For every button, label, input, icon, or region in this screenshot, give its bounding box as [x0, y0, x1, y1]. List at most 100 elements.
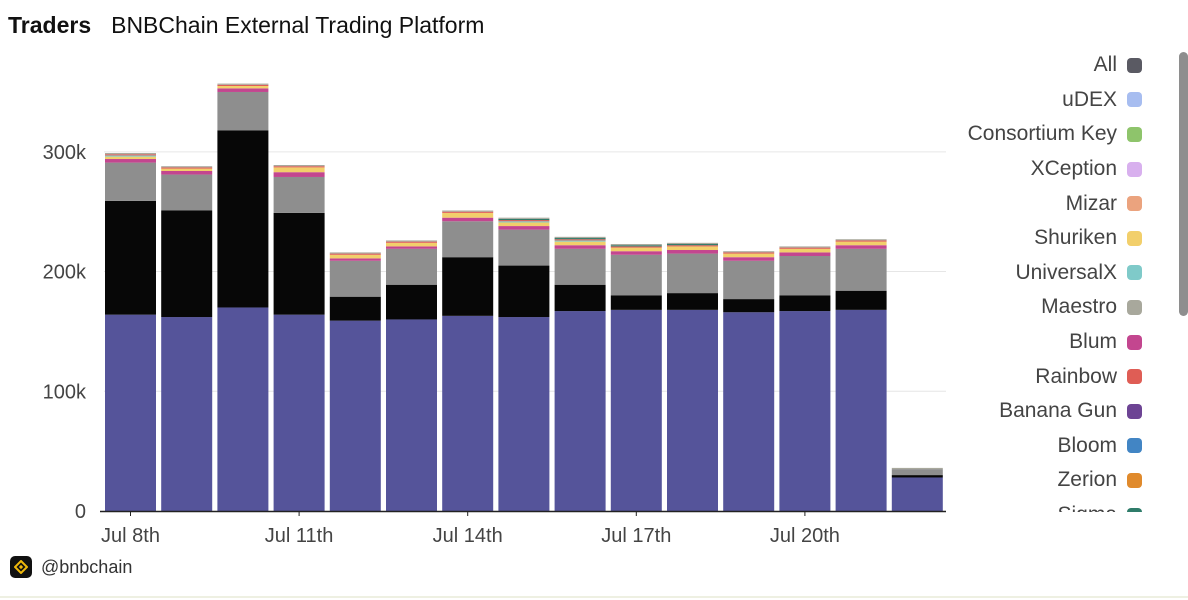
legend-item[interactable]: Sigma	[882, 498, 1142, 512]
bar-segment	[835, 245, 887, 249]
bar-segment	[779, 248, 831, 253]
legend-swatch	[1127, 265, 1142, 281]
bar-segment	[217, 307, 269, 511]
legend-item[interactable]: UniversalX	[882, 256, 1142, 291]
legend-swatch	[1127, 369, 1142, 385]
bar-segment	[442, 211, 494, 213]
legend-item[interactable]: Mizar	[882, 186, 1142, 221]
bar-segment	[667, 244, 718, 246]
legend-item[interactable]: uDEX	[882, 83, 1142, 118]
legend-label: XCeption	[1030, 157, 1117, 181]
bar-segment	[161, 174, 213, 211]
bnb-chain-logo-icon	[10, 556, 32, 578]
legend-swatch	[1127, 230, 1142, 246]
bar-segment	[161, 166, 213, 168]
legend-item[interactable]: Zerion	[882, 463, 1142, 498]
bar-segment	[273, 172, 325, 177]
legend-item[interactable]: Maestro	[882, 290, 1142, 325]
bar-segment	[498, 222, 550, 227]
bar-segment	[329, 320, 381, 511]
bar-segment	[273, 212, 325, 315]
x-tick-label: Jul 8th	[101, 525, 160, 547]
bar-segment	[105, 200, 156, 315]
bar-segment	[723, 251, 775, 253]
legend-item[interactable]: Shuriken	[882, 221, 1142, 256]
bar-segment	[273, 176, 325, 213]
bar-segment	[610, 295, 662, 310]
legend-item[interactable]: Banana Gun	[882, 394, 1142, 429]
legend-label: Zerion	[1057, 468, 1117, 492]
legend-scrollbar[interactable]	[1179, 52, 1188, 316]
legend-label: UniversalX	[1015, 260, 1117, 284]
chart-header: Traders BNBChain External Trading Platfo…	[8, 12, 484, 44]
bar-segment	[610, 246, 662, 248]
legend-item[interactable]: XCeption	[882, 152, 1142, 187]
legend-item[interactable]: Consortium Key	[882, 117, 1142, 152]
bar-segment	[105, 156, 156, 160]
bar-segment	[273, 314, 325, 511]
bar-segment	[329, 254, 381, 259]
bar-segment	[442, 217, 494, 222]
x-tick-label: Jul 20th	[770, 525, 840, 547]
chart-legend[interactable]: All uDEX Consortium Key XCeption Mizar Shurik…	[882, 48, 1142, 512]
bar-segment	[273, 165, 325, 167]
bar-segment	[835, 239, 887, 241]
bar-segment	[667, 245, 718, 247]
legend-label: Rainbow	[1035, 364, 1117, 388]
x-tick-label: Jul 11th	[265, 525, 334, 547]
bar-segment	[329, 260, 381, 297]
bar-segment	[498, 226, 550, 230]
legend-item[interactable]: All	[882, 48, 1142, 83]
bar-segment	[723, 253, 775, 258]
legend-item[interactable]: Blum	[882, 325, 1142, 360]
bar-segment	[498, 220, 550, 222]
legend-swatch	[1127, 92, 1142, 108]
bar-segment	[554, 311, 606, 511]
bar-segment	[554, 238, 606, 240]
bar-segment	[498, 217, 550, 219]
bar-segment	[779, 255, 831, 296]
bar-segment	[891, 467, 943, 470]
bar-segment	[554, 248, 606, 285]
bar-segment	[667, 250, 718, 254]
bar-segment	[161, 210, 213, 318]
bar-segment	[667, 246, 718, 251]
bar-segment	[442, 257, 494, 316]
bar-segment	[105, 159, 156, 163]
bar-segment	[161, 317, 213, 511]
bar-segment	[667, 242, 718, 245]
bar-segment	[891, 475, 943, 478]
bar-segment	[498, 265, 550, 318]
bar-segment	[723, 257, 775, 261]
bar-segment	[217, 84, 269, 86]
bar-segment	[329, 258, 381, 261]
bar-segment	[779, 252, 831, 256]
legend-label: Sigma	[1057, 503, 1117, 512]
chart-title: Traders	[8, 12, 92, 38]
bar-segment	[386, 248, 437, 285]
stacked-bar-chart: 0 100k 200k 300k Jul 8th Jul 11th Jul 14th Jul …	[43, 83, 946, 547]
bar-segment	[723, 312, 775, 511]
legend-label: Banana Gun	[999, 399, 1117, 423]
legend-item[interactable]: Rainbow	[882, 359, 1142, 394]
legend-item[interactable]: Bloom	[882, 429, 1142, 464]
legend-swatch	[1127, 196, 1142, 212]
bar-segment	[217, 130, 269, 308]
bar-segment	[329, 253, 381, 255]
bar-segment	[554, 245, 606, 249]
legend-label: Consortium Key	[967, 122, 1117, 146]
bar-segment	[723, 252, 775, 254]
y-tick-label: 300k	[43, 142, 87, 164]
y-tick-label: 100k	[43, 381, 87, 403]
legend-label: Mizar	[1065, 191, 1117, 215]
bar-segment	[554, 241, 606, 246]
bar-segment	[610, 254, 662, 296]
bar-segment	[835, 240, 887, 242]
bar-segment	[610, 245, 662, 247]
legend-swatch	[1127, 507, 1142, 512]
bar-segment	[105, 155, 156, 157]
y-tick-label: 0	[75, 501, 86, 523]
bar-segment	[273, 167, 325, 173]
bar-segment	[442, 212, 494, 218]
footer-divider	[0, 596, 1188, 598]
